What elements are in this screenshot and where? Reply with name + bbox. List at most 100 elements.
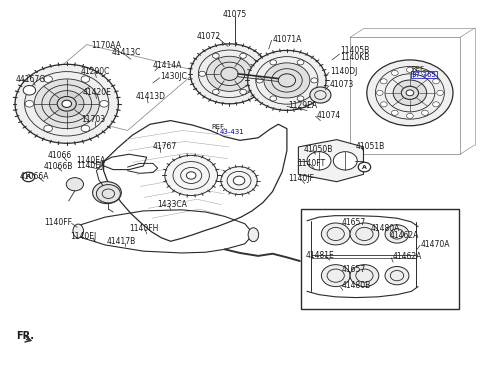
Text: 1140FF: 1140FF [44,218,72,227]
Circle shape [376,90,383,95]
Circle shape [93,182,121,204]
Text: 41462A: 41462A [392,252,421,261]
Circle shape [432,79,439,84]
Text: 1140DJ: 1140DJ [76,161,104,170]
Text: 11703: 11703 [81,115,105,124]
Text: 1140JF: 1140JF [288,174,314,183]
Text: FR.: FR. [16,331,34,341]
Circle shape [221,167,257,195]
Text: 43-431: 43-431 [220,128,245,135]
Circle shape [358,162,371,172]
Circle shape [22,172,35,182]
Circle shape [213,89,219,94]
Text: 41066B: 41066B [44,162,73,171]
Circle shape [213,53,219,58]
Text: 41481E: 41481E [306,251,335,260]
Text: 1140DJ: 1140DJ [330,67,357,76]
Circle shape [256,78,263,83]
Circle shape [253,71,260,76]
Circle shape [44,125,52,132]
Circle shape [421,110,428,115]
Text: REF.: REF. [411,66,426,72]
Circle shape [421,70,428,76]
Circle shape [66,178,84,191]
Text: A: A [362,164,367,170]
Text: 41657: 41657 [341,265,366,274]
Circle shape [406,90,414,96]
Text: 41072: 41072 [197,32,221,41]
Circle shape [23,86,36,95]
Text: REF.: REF. [211,124,226,130]
Circle shape [206,56,252,91]
Circle shape [270,96,276,101]
Circle shape [270,60,276,65]
Circle shape [15,64,119,143]
Text: 1170AA: 1170AA [92,41,121,50]
Circle shape [311,78,318,83]
Circle shape [385,266,409,285]
Text: 1140FH: 1140FH [129,224,158,233]
Circle shape [240,53,246,58]
Text: 41420E: 41420E [83,88,112,97]
Circle shape [322,223,350,245]
Ellipse shape [73,224,84,238]
Circle shape [190,44,269,104]
Circle shape [350,265,379,287]
Text: 41071A: 41071A [273,34,302,44]
Circle shape [381,102,387,107]
Circle shape [392,70,398,76]
Text: 41657: 41657 [341,218,366,227]
Circle shape [367,60,453,126]
Bar [301,209,459,309]
Text: 1433CA: 1433CA [157,200,188,209]
Circle shape [392,110,398,115]
Text: 1430JC: 1430JC [160,72,187,81]
Text: 41413D: 41413D [136,92,166,101]
Text: 41073: 41073 [330,80,354,89]
Circle shape [407,67,413,72]
Text: 41050B: 41050B [303,145,333,154]
Circle shape [34,79,99,129]
Circle shape [81,125,90,132]
Text: 41462A: 41462A [389,231,419,240]
Circle shape [322,265,350,287]
Text: 41480B: 41480B [341,281,371,290]
Text: 41066A: 41066A [20,172,49,181]
Circle shape [49,91,84,117]
Circle shape [264,63,310,98]
Text: 37-365: 37-365 [411,72,436,77]
Circle shape [62,100,72,108]
Circle shape [307,152,331,170]
Circle shape [25,101,34,107]
Circle shape [165,155,217,196]
Text: 41066: 41066 [48,151,72,160]
Text: 41051B: 41051B [356,142,385,151]
Text: 41414A: 41414A [153,61,182,69]
Circle shape [385,225,409,243]
Circle shape [432,102,439,107]
Circle shape [100,101,108,107]
Text: 1140FT: 1140FT [298,159,325,168]
Text: 41417B: 41417B [107,237,136,247]
Ellipse shape [248,228,259,241]
Circle shape [350,223,379,245]
Text: 1140EJ: 1140EJ [70,232,96,241]
Circle shape [393,80,427,106]
Circle shape [199,71,205,76]
Circle shape [297,60,304,65]
Circle shape [407,113,413,119]
Circle shape [186,172,196,179]
Circle shape [44,76,52,82]
Text: 11405B: 11405B [340,46,370,55]
Text: 41470A: 41470A [421,240,450,249]
Text: 41413C: 41413C [112,48,141,58]
Circle shape [240,89,246,94]
Text: 41200C: 41200C [81,67,110,76]
Text: 41767: 41767 [153,142,177,151]
Circle shape [310,87,331,103]
Text: 41075: 41075 [223,10,247,19]
Text: 1140EA: 1140EA [76,156,106,165]
Text: 41480A: 41480A [370,224,399,233]
Circle shape [248,50,326,110]
Text: 1140KB: 1140KB [340,53,370,62]
